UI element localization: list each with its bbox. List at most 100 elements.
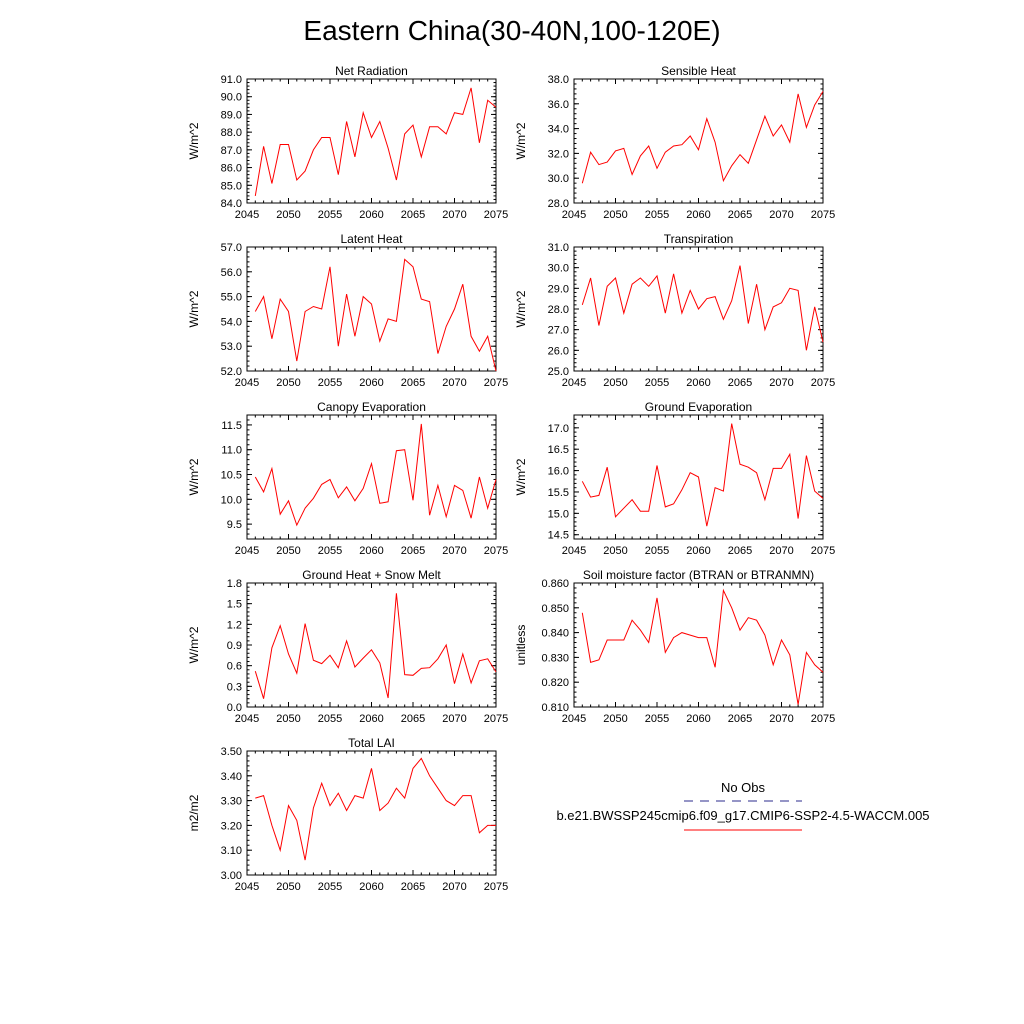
x-tick-label: 2075	[484, 209, 508, 221]
y-tick-label: 1.5	[227, 599, 242, 611]
y-axis-label: W/m^2	[187, 290, 201, 327]
x-tick-label: 2055	[645, 377, 669, 389]
panel-title: Total LAI	[348, 736, 395, 750]
y-tick-label: 30.0	[548, 263, 569, 275]
x-tick-label: 2070	[442, 881, 466, 893]
x-tick-label: 2055	[318, 713, 342, 725]
series-line	[254, 258, 497, 372]
y-axis-label: W/m^2	[514, 290, 528, 327]
x-tick-label: 2050	[603, 377, 627, 389]
x-tick-label: 2070	[769, 713, 793, 725]
panel-title: Net Radiation	[335, 64, 408, 78]
y-tick-label: 55.0	[221, 292, 242, 304]
y-tick-label: 52.0	[221, 366, 242, 378]
legend: No Obs b.e21.BWSSP245cmip6.f09_g17.CMIP6…	[556, 780, 930, 831]
y-tick-label: 0.810	[541, 702, 569, 714]
x-tick-label: 2045	[562, 377, 586, 389]
x-tick-label: 2075	[484, 545, 508, 557]
y-tick-label: 27.0	[548, 325, 569, 337]
y-tick-label: 26.0	[548, 345, 569, 357]
x-tick-label: 2050	[276, 545, 300, 557]
y-tick-label: 11.5	[221, 420, 242, 432]
plot-frame	[246, 246, 497, 372]
x-tick-label: 2070	[442, 713, 466, 725]
chart-panel-2: Sensible Heat W/m^2 2045 2050 2055 2060 2065 20…	[514, 64, 835, 221]
series-line	[255, 757, 496, 861]
chart-panel-1: Net Radiation W/m^2 2045 2050 2055 2060 2065 20…	[187, 64, 508, 221]
x-tick-label: 2070	[442, 545, 466, 557]
series-line	[254, 593, 497, 699]
y-tick-label: 1.8	[227, 578, 242, 590]
x-tick-label: 2045	[562, 713, 586, 725]
y-tick-label: 3.50	[221, 746, 242, 758]
x-tick-label: 2065	[728, 713, 752, 725]
series-line	[581, 423, 824, 527]
x-tick-label: 2060	[686, 209, 710, 221]
y-tick-label: 53.0	[221, 341, 242, 353]
y-tick-label: 3.30	[221, 796, 242, 808]
x-tick-label: 2065	[401, 545, 425, 557]
x-tick-label: 2045	[235, 881, 259, 893]
y-tick-label: 15.5	[548, 487, 569, 499]
y-tick-label: 28.0	[548, 304, 569, 316]
x-tick-label: 2045	[562, 545, 586, 557]
legend-obs-label: No Obs	[721, 780, 766, 795]
x-tick-label: 2050	[603, 209, 627, 221]
x-tick-label: 2075	[811, 713, 835, 725]
x-tick-label: 2075	[484, 377, 508, 389]
plot-frame	[246, 414, 497, 540]
y-axis-label: m2/m2	[187, 794, 201, 831]
panel-title: Ground Heat + Snow Melt	[302, 568, 441, 582]
x-tick-label: 2070	[442, 377, 466, 389]
y-tick-label: 90.0	[221, 92, 242, 104]
y-axis-label: W/m^2	[514, 458, 528, 495]
x-tick-label: 2050	[603, 713, 627, 725]
x-tick-label: 2070	[442, 209, 466, 221]
x-tick-label: 2065	[728, 377, 752, 389]
panels: Net Radiation W/m^2 2045 2050 2055 2060 2065 20…	[187, 64, 835, 893]
x-tick-label: 2075	[811, 377, 835, 389]
y-tick-label: 16.5	[548, 444, 569, 456]
x-tick-label: 2060	[359, 377, 383, 389]
y-tick-label: 25.0	[548, 366, 569, 378]
y-tick-label: 56.0	[221, 267, 242, 279]
y-tick-label: 89.0	[221, 109, 242, 121]
panel-title: Transpiration	[664, 232, 734, 246]
x-tick-label: 2060	[359, 881, 383, 893]
series-line	[254, 423, 497, 527]
x-tick-label: 2060	[686, 545, 710, 557]
y-axis-label: W/m^2	[187, 122, 201, 159]
y-tick-label: 54.0	[221, 316, 242, 328]
x-tick-label: 2065	[401, 209, 425, 221]
y-axis-label: W/m^2	[187, 626, 201, 663]
y-tick-label: 0.850	[541, 603, 569, 615]
series-line	[581, 265, 824, 351]
panel-title: Latent Heat	[340, 232, 403, 246]
chart-panel-8: Soil moisture factor (BTRAN or BTRANMN) u…	[514, 568, 835, 725]
y-tick-label: 36.0	[548, 99, 569, 111]
y-tick-label: 32.0	[548, 148, 569, 160]
y-tick-label: 0.820	[541, 677, 569, 689]
y-tick-label: 16.0	[548, 466, 569, 478]
series-line	[581, 91, 824, 184]
y-tick-label: 0.6	[227, 661, 242, 673]
x-tick-label: 2055	[318, 209, 342, 221]
y-tick-label: 30.0	[548, 173, 569, 185]
x-tick-label: 2050	[276, 881, 300, 893]
x-tick-label: 2045	[235, 545, 259, 557]
x-tick-label: 2055	[318, 377, 342, 389]
y-axis-label: unitless	[514, 625, 528, 666]
x-tick-label: 2050	[603, 545, 627, 557]
y-tick-label: 10.5	[221, 470, 242, 482]
y-tick-label: 85.0	[221, 180, 242, 192]
y-tick-label: 0.830	[541, 652, 569, 664]
y-tick-label: 0.3	[227, 681, 242, 693]
y-tick-label: 3.10	[221, 845, 242, 857]
x-tick-label: 2050	[276, 209, 300, 221]
y-axis-label: W/m^2	[187, 458, 201, 495]
x-tick-label: 2075	[811, 209, 835, 221]
x-tick-label: 2050	[276, 713, 300, 725]
legend-model-label: b.e21.BWSSP245cmip6.f09_g17.CMIP6-SSP2-4…	[556, 808, 929, 823]
y-tick-label: 0.0	[227, 702, 242, 714]
chart-panel-6: Ground Evaporation W/m^2 2045 2050 2055 2060 2…	[514, 400, 835, 557]
